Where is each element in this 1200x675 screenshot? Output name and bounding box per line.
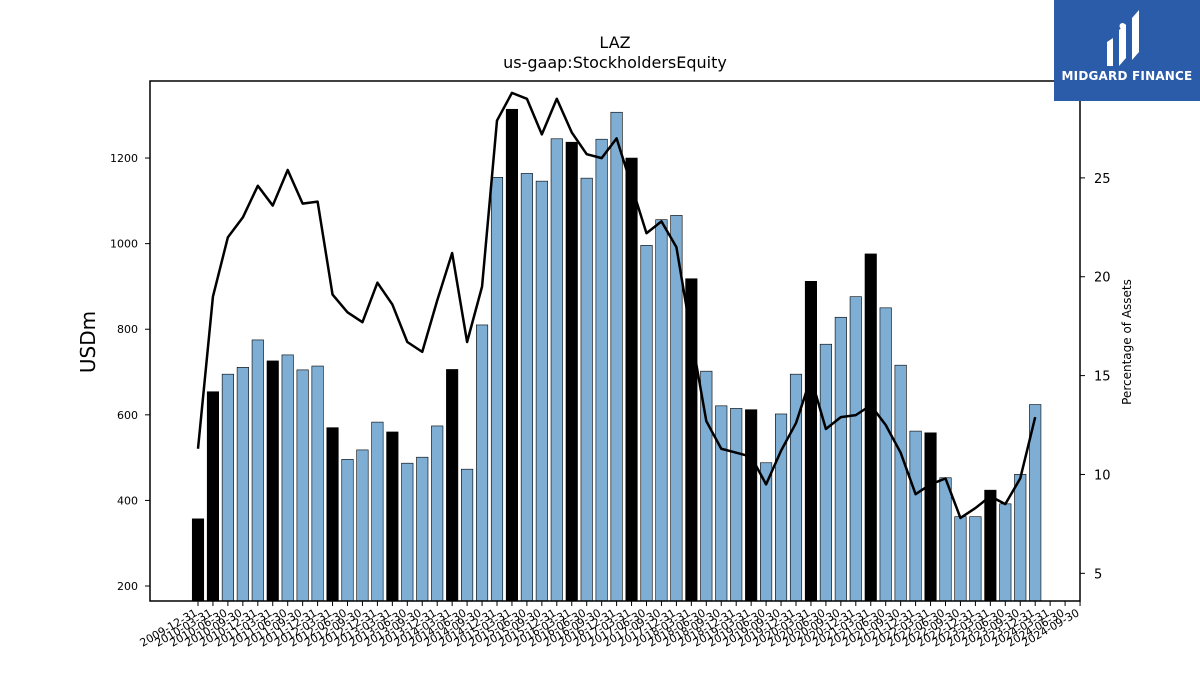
bar-2020-03-31 [804, 280, 818, 602]
bar-2022-03-31 [924, 432, 937, 602]
bar-2017-06-30 [640, 245, 653, 602]
logo-mark-icon [1107, 10, 1139, 66]
bar-2013-06-30 [401, 462, 414, 602]
bar-2017-03-31 [625, 157, 638, 602]
bar-2013-12-31 [431, 425, 444, 602]
y-tick-label: 200 [117, 580, 138, 593]
bar-2011-06-30 [281, 354, 294, 602]
y2-tick-label: 25 [1094, 172, 1111, 187]
bar-2010-12-31 [251, 339, 264, 602]
bar-2022-06-30 [939, 477, 952, 602]
bar-2011-03-31 [266, 360, 279, 602]
bar-2022-12-31 [969, 516, 982, 602]
y-axis-label: USDm [76, 311, 100, 373]
brand-name: MIDGARD FINANCE [1061, 69, 1193, 83]
bar-2022-09-30 [954, 516, 967, 602]
bar-2015-09-30 [535, 180, 548, 602]
right-axis: 5 10 15 20 25 [1080, 172, 1111, 582]
chart-title: LAZ [599, 33, 630, 52]
y2-tick-label: 10 [1094, 468, 1111, 483]
bar-2020-12-31 [849, 296, 862, 602]
bar-2017-09-30 [655, 219, 668, 602]
bar-2016-12-31 [610, 111, 623, 602]
bar-2012-06-30 [341, 459, 354, 602]
bar-2012-09-30 [356, 449, 369, 602]
bar-2011-12-31 [311, 365, 324, 602]
y-tick-label: 1000 [110, 238, 138, 251]
bar-2020-09-30 [834, 316, 847, 602]
bar-2021-09-30 [894, 364, 907, 602]
x-axis: 2009-12-312010-03-312010-06-302010-09-30… [138, 601, 1082, 650]
bar-2023-03-31 [984, 489, 997, 602]
bar-2019-03-31 [745, 409, 758, 602]
bar-2009-12-31 [191, 518, 205, 602]
brand-logo: MIDGARD FINANCE [1054, 0, 1200, 101]
bar-2014-09-30 [475, 324, 489, 602]
bar-2018-09-30 [715, 405, 728, 602]
bar-2023-06-30 [999, 503, 1012, 602]
bar-2010-09-30 [236, 367, 249, 602]
bar-2021-03-31 [864, 253, 877, 602]
y2-axis-label: Percentage of Assets [1120, 279, 1134, 405]
bar-2015-03-31 [505, 108, 519, 602]
bar-2018-06-30 [700, 370, 713, 602]
bar-2013-09-30 [416, 456, 429, 602]
bar-2016-06-30 [580, 177, 593, 602]
bar-2010-06-30 [221, 373, 234, 602]
bar-2020-06-30 [819, 343, 832, 602]
bar-2018-03-31 [685, 278, 698, 602]
left-axis: 200 400 600 800 1000 1200 [110, 152, 150, 593]
bar-2015-06-30 [520, 173, 533, 602]
bar-2018-12-31 [730, 408, 743, 602]
bar-2015-12-31 [550, 138, 563, 602]
y-tick-label: 400 [117, 494, 138, 507]
bar-2012-03-31 [326, 427, 339, 602]
y2-tick-label: 15 [1094, 370, 1111, 385]
bar-2016-03-31 [565, 141, 578, 602]
y2-tick-label: 20 [1094, 271, 1111, 286]
y-tick-label: 1200 [110, 152, 138, 165]
y-tick-label: 800 [117, 323, 138, 336]
bar-2016-09-30 [595, 138, 608, 602]
y-tick-label: 600 [117, 409, 138, 422]
y2-tick-label: 5 [1094, 567, 1102, 582]
bar-2023-09-30 [1014, 474, 1027, 602]
bar-2014-06-30 [461, 468, 474, 602]
bar-2014-03-31 [446, 369, 459, 602]
bars-group [191, 108, 1042, 602]
bar-2010-03-31 [206, 391, 219, 602]
percentage-line [196, 91, 1037, 520]
plot-frame [149, 80, 1081, 602]
bar-2012-12-31 [371, 421, 384, 602]
bar-2011-09-30 [296, 369, 309, 602]
bar-2014-12-31 [490, 177, 504, 602]
bar-2021-06-30 [879, 307, 892, 602]
bar-2021-12-31 [909, 430, 922, 602]
bar-2013-03-31 [386, 431, 399, 602]
chart-subtitle: us-gaap:StockholdersEquity [503, 53, 727, 72]
